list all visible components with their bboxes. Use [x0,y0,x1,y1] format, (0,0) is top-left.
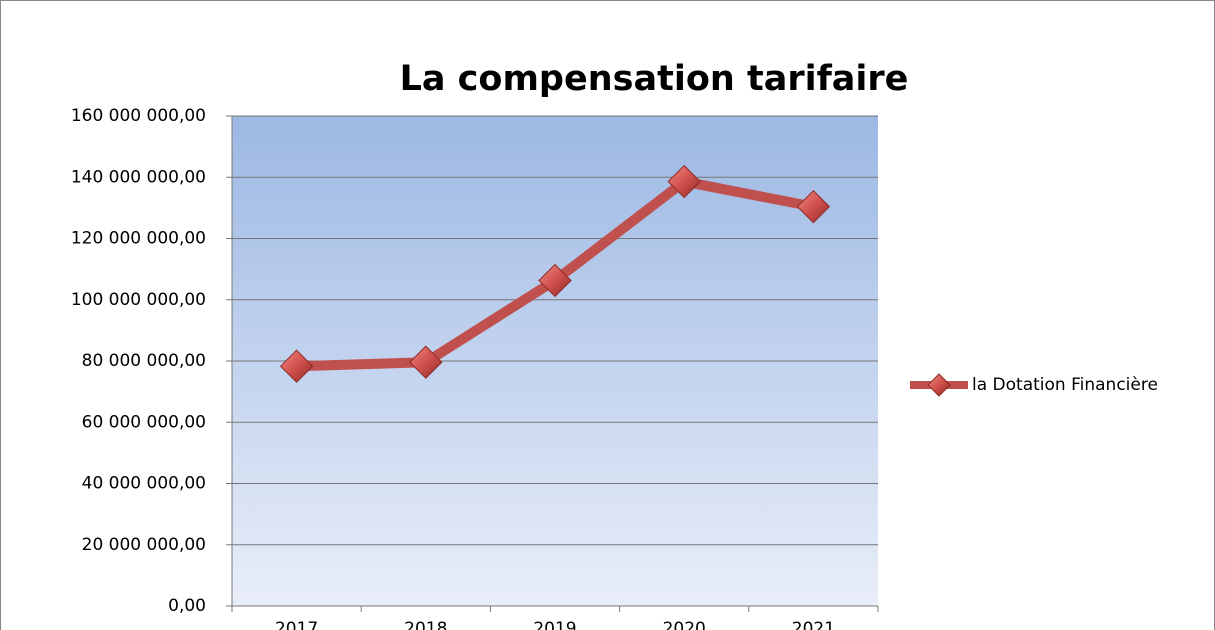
y-tick-label: 80 000 000,00 [82,351,206,371]
y-tick-label: 160 000 000,00 [71,106,206,126]
y-tick-label: 40 000 000,00 [82,474,206,494]
marker [796,189,831,224]
marker [279,349,314,383]
legend-label: la Dotation Financière [972,375,1158,395]
x-tick-label: 2017 [275,619,318,630]
marker [927,373,951,397]
marker [667,164,701,199]
marker [409,345,443,379]
x-tick-label: 2019 [533,619,576,630]
x-tick-label: 2018 [404,619,447,630]
y-tick-label: 60 000 000,00 [82,412,206,432]
y-tick-label: 140 000 000,00 [71,167,206,187]
marker [538,263,572,298]
x-tick-label: 2020 [663,619,706,630]
y-tick-label: 100 000 000,00 [71,290,206,310]
chart-title: La compensation tarifaire [400,59,909,99]
x-tick-label: 2021 [792,619,835,630]
y-tick-label: 120 000 000,00 [71,229,206,249]
y-tick-label: 20 000 000,00 [82,535,206,555]
y-tick-label: 0,00 [168,596,206,616]
